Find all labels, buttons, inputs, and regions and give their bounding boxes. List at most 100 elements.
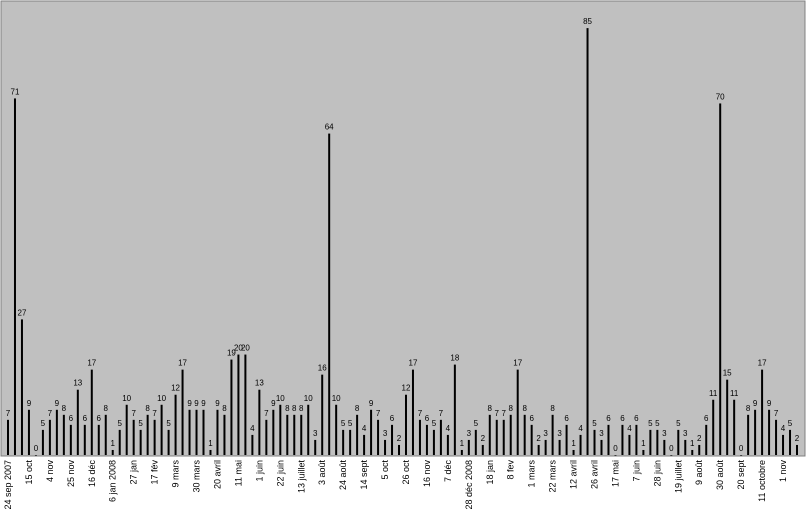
bar xyxy=(202,409,205,455)
data-label: 1 xyxy=(208,439,213,448)
bar xyxy=(684,439,687,455)
bar xyxy=(286,414,289,455)
bar xyxy=(579,434,582,455)
data-label: 5 xyxy=(788,419,793,428)
data-label: 10 xyxy=(276,394,285,403)
data-label: 13 xyxy=(73,379,82,388)
data-label: 2 xyxy=(795,434,800,443)
bar xyxy=(628,434,631,455)
data-label: 6 xyxy=(704,414,709,423)
data-label: 7 xyxy=(418,409,423,418)
data-label: 6 xyxy=(390,414,395,423)
bar xyxy=(432,429,435,455)
data-label: 5 xyxy=(592,419,597,428)
data-label: 5 xyxy=(676,419,681,428)
bar xyxy=(398,444,401,455)
data-label: 8 xyxy=(292,404,297,413)
data-label: 17 xyxy=(513,359,522,368)
bar xyxy=(188,409,191,455)
data-label: 7 xyxy=(264,409,269,418)
bar xyxy=(789,429,792,455)
data-label: 12 xyxy=(402,384,411,393)
x-tick-label: 11 mai xyxy=(233,460,243,486)
data-label: 12 xyxy=(171,384,180,393)
data-label: 6 xyxy=(564,414,569,423)
bar xyxy=(223,414,226,455)
data-label: 5 xyxy=(432,419,437,428)
data-label: 5 xyxy=(166,419,171,428)
data-label: 8 xyxy=(145,404,150,413)
data-label: 5 xyxy=(348,419,353,428)
data-label: 8 xyxy=(104,404,109,413)
bar xyxy=(167,429,170,455)
bar xyxy=(649,429,652,455)
data-label: 3 xyxy=(313,429,318,438)
data-label: 6 xyxy=(634,414,639,423)
x-tick-label: 25 nov xyxy=(66,460,76,488)
data-label: 9 xyxy=(767,399,772,408)
bar xyxy=(370,409,373,455)
bar xyxy=(321,374,324,455)
x-tick-label: 8 fev xyxy=(506,460,516,480)
data-label: 6 xyxy=(529,414,534,423)
bar xyxy=(377,419,380,455)
data-label: 17 xyxy=(758,359,767,368)
bar xyxy=(719,103,722,455)
data-label: 10 xyxy=(122,394,131,403)
bar xyxy=(181,369,184,455)
bar xyxy=(153,419,156,455)
x-tick-label: 5 oct xyxy=(380,460,390,480)
data-label: 20 xyxy=(241,344,250,353)
data-label: 8 xyxy=(355,404,360,413)
bar xyxy=(425,424,428,455)
data-label: 8 xyxy=(508,404,513,413)
data-label: 5 xyxy=(117,419,122,428)
data-label: 7 xyxy=(6,409,11,418)
data-label: 8 xyxy=(550,404,555,413)
data-label: 9 xyxy=(55,399,60,408)
bar xyxy=(572,449,575,455)
bar xyxy=(314,439,317,455)
bar xyxy=(530,424,533,455)
data-label: 7 xyxy=(152,409,157,418)
bar xyxy=(230,359,233,455)
bar xyxy=(111,449,114,455)
data-label: 13 xyxy=(255,379,264,388)
x-tick-label: 30 août xyxy=(715,460,725,491)
bar xyxy=(139,429,142,455)
data-label: 18 xyxy=(450,354,459,363)
bar xyxy=(600,439,603,455)
bar xyxy=(663,439,666,455)
data-label: 9 xyxy=(187,399,192,408)
bar xyxy=(796,444,798,455)
bar xyxy=(754,409,757,455)
bar xyxy=(698,444,701,455)
bar xyxy=(90,369,93,455)
bar xyxy=(621,424,624,455)
x-tick-label: 17 mai xyxy=(610,460,620,487)
data-label: 1 xyxy=(460,439,465,448)
bar xyxy=(544,439,547,455)
x-tick-label: 9 août xyxy=(694,460,704,486)
data-label: 27 xyxy=(18,308,27,317)
x-tick-label: 14 sept xyxy=(359,460,369,490)
plot-area xyxy=(0,0,806,457)
data-label: 17 xyxy=(87,359,96,368)
data-label: 9 xyxy=(753,399,758,408)
data-label: 2 xyxy=(697,434,702,443)
bar xyxy=(726,379,729,455)
data-label: 5 xyxy=(341,419,346,428)
bar xyxy=(642,449,645,455)
x-tick-label: 19 juillet xyxy=(673,460,683,494)
data-label: 8 xyxy=(222,404,227,413)
x-tick-label: 1 juin xyxy=(254,460,264,482)
bar xyxy=(209,449,212,455)
bar xyxy=(565,424,568,455)
data-label: 8 xyxy=(488,404,493,413)
bar xyxy=(391,424,394,455)
data-label: 2 xyxy=(536,434,541,443)
bar xyxy=(523,414,526,455)
data-label: 11 xyxy=(709,389,718,398)
data-label: 9 xyxy=(271,399,276,408)
data-label: 85 xyxy=(583,17,592,26)
